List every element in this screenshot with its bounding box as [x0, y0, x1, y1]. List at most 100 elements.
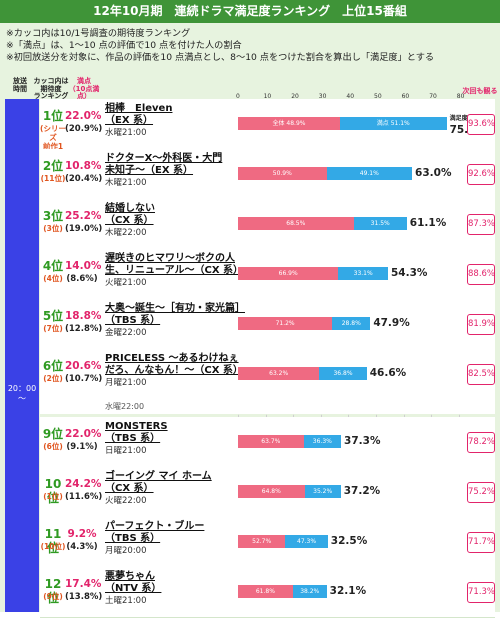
bar-segment-full: 満点 51.1% [339, 117, 447, 130]
bar-group: 68.5% 31.5% [238, 217, 418, 230]
broadcast-slot: 金曜22:00 [105, 328, 147, 338]
col-expectation: 次回も観る [462, 87, 498, 95]
x-tick-label: 30 [318, 93, 327, 100]
satisfaction-value: 54.3% [391, 267, 428, 279]
col-rank: カッコ内は 期待度 ランキング [33, 77, 69, 100]
full-marks-prev-pct: (19.0%) [65, 224, 103, 234]
bar-group: 64.8% 35.2% [238, 485, 418, 498]
broadcast-slot: 日曜21:00 [105, 446, 147, 456]
bar-group: 63.2% 36.8% [238, 367, 418, 380]
table-row: 4位 (4位) 14.0% (8.6%) 遅咲きのヒマワリ〜ボクの人 生、リニューアル〜… [40, 249, 495, 300]
bar-segment-full: 31.5% [353, 217, 407, 230]
broadcast-slot: 火曜22:00 [105, 496, 147, 506]
next-view-intent: 82.5% [467, 364, 495, 385]
satisfaction-value: 46.6% [369, 367, 407, 379]
broadcast-slot: 土曜21:00 [105, 596, 147, 606]
bar-segment-overall: 50.9% [238, 167, 327, 180]
next-view-intent: 75.2% [467, 482, 495, 503]
broadcast-slot: 月曜20:00 [105, 546, 147, 556]
rank-label: 9位 [42, 427, 64, 441]
broadcast-slot: 水曜21:00 [105, 128, 147, 138]
full-marks-pct: 18.8% [65, 310, 102, 322]
col-full-marks: 満点 （10点満点） [68, 77, 100, 100]
table-row: 10位 (1位) 24.2% (11.6%) ゴーイング マイ ホーム （CX 系） 火曜… [40, 467, 495, 518]
full-marks-pct: 9.2% [67, 528, 97, 540]
bar-segment-full: 38.2% [292, 585, 327, 598]
prev-rank-label: (9位) [43, 592, 63, 601]
satisfaction-label: 満足度 [449, 115, 468, 122]
satisfaction-value: 32.1% [329, 585, 367, 597]
next-view-intent: 92.6% [467, 164, 495, 185]
full-marks-prev-pct: (13.8%) [65, 592, 103, 602]
bar-group: 61.8% 38.2% [238, 585, 418, 598]
table-row: 12位 (9位) 17.4% (13.8%) 悪夢ちゃん （NTV 系） 土曜21:00 6… [40, 567, 495, 618]
full-marks-pct: 20.6% [65, 360, 102, 372]
full-marks-pct: 14.0% [65, 260, 102, 272]
col-time: 放送 時間 [13, 77, 27, 93]
full-marks-pct: 17.4% [65, 578, 102, 590]
prev-rank-label: (7位) [43, 324, 63, 333]
next-view-intent: 81.9% [467, 314, 495, 335]
show-title: 悪夢ちゃん （NTV 系） [105, 571, 162, 594]
rank-label: 11位 [44, 527, 62, 555]
show-title: PRICELESS 〜あるわけねぇ だろ、んなもん！〜（CX 系） [105, 353, 243, 376]
full-marks-prev-pct: (10.7%) [65, 374, 103, 384]
prev-rank-label: (1位) [43, 492, 63, 501]
rank-label: 3位 [42, 209, 64, 223]
prev-rank-label: (6位) [43, 442, 63, 451]
next-view-intent: 87.3% [467, 214, 495, 235]
rank-label: 1位 [42, 109, 64, 123]
bar-segment-full: 47.3% [285, 535, 328, 548]
partial-row-slot: 水曜22:00 [105, 402, 145, 411]
broadcast-slot: 月曜21:00 [105, 378, 147, 388]
satisfaction-value: 37.3% [344, 435, 381, 447]
prev-rank-label: (4位) [43, 274, 63, 283]
table-row: 5位 (7位) 18.8% (12.8%) 大奥〜誕生〜［有功・家光篇］ （TBS 系）… [40, 299, 495, 350]
time-label: 20：00 〜 [7, 384, 37, 403]
full-marks-pct: 10.8% [65, 160, 102, 172]
bar-segment-full: 49.1% [326, 167, 413, 180]
show-title: ゴーイング マイ ホーム （CX 系） [105, 471, 212, 494]
bar-segment-full: 28.8% [332, 317, 371, 330]
next-view-intent: 93.6% [467, 114, 495, 135]
satisfaction-value: 61.1% [409, 217, 447, 229]
time-bar [5, 99, 39, 612]
next-view-intent: 78.2% [467, 432, 495, 453]
rank-label: 2位 [42, 159, 64, 173]
show-title: パーフェクト・ブルー （TBS 系） [105, 521, 205, 544]
bar-segment-full: 36.8% [319, 367, 367, 380]
full-marks-pct: 22.0% [65, 428, 102, 440]
rank-label: 10位 [44, 477, 62, 505]
full-marks-prev-pct: (11.6%) [65, 492, 103, 502]
full-marks-pct: 24.2% [65, 478, 102, 490]
prev-rank-label: (3位) [43, 224, 63, 233]
bar-group: 50.9% 49.1% [238, 167, 418, 180]
bar-segment-overall: 63.2% [238, 367, 320, 380]
broadcast-slot: 火曜21:00 [105, 278, 147, 288]
bar-segment-overall: 66.9% [238, 267, 339, 280]
table-row: 11位 (10位) 9.2% (4.3%) パーフェクト・ブルー （TBS 系） 月曜20… [40, 517, 495, 568]
full-marks-pct: 25.2% [65, 210, 102, 222]
satisfaction-value: 63.0% [415, 167, 452, 179]
table-row: 2位 (11位) 10.8% (20.4%) ドクターX〜外科医・大門 未知子〜（EX … [40, 149, 495, 200]
next-view-intent: 88.6% [467, 264, 495, 285]
show-title: 大奥〜誕生〜［有功・家光篇］ （TBS 系） [105, 303, 245, 326]
bar-segment-overall: 63.7% [238, 435, 304, 448]
satisfaction-value: 32.5% [330, 535, 368, 547]
rank-label: 12位 [44, 577, 62, 605]
x-tick-label: 20 [291, 93, 299, 100]
bar-segment-overall: 64.8% [238, 485, 305, 498]
full-marks-pct: 22.0% [65, 110, 102, 122]
note-line: ※カッコ内は10/1号調査の期待度ランキング [6, 28, 191, 39]
bar-segment-overall: 71.2% [238, 317, 333, 330]
broadcast-slot: 木曜22:00 [105, 228, 147, 238]
full-marks-prev-pct: (8.6%) [66, 274, 98, 284]
bar-segment-overall: 61.8% [238, 585, 293, 598]
full-marks-prev-pct: (20.4%) [65, 174, 103, 184]
broadcast-slot: 木曜21:00 [105, 178, 147, 188]
next-view-intent: 71.3% [467, 582, 495, 603]
show-title: 相棒 Eleven （EX 系） [105, 103, 173, 126]
full-marks-prev-pct: (12.8%) [65, 324, 103, 334]
x-tick-label: 70 [429, 93, 437, 100]
show-title: 結婚しない （CX 系） [105, 203, 155, 226]
